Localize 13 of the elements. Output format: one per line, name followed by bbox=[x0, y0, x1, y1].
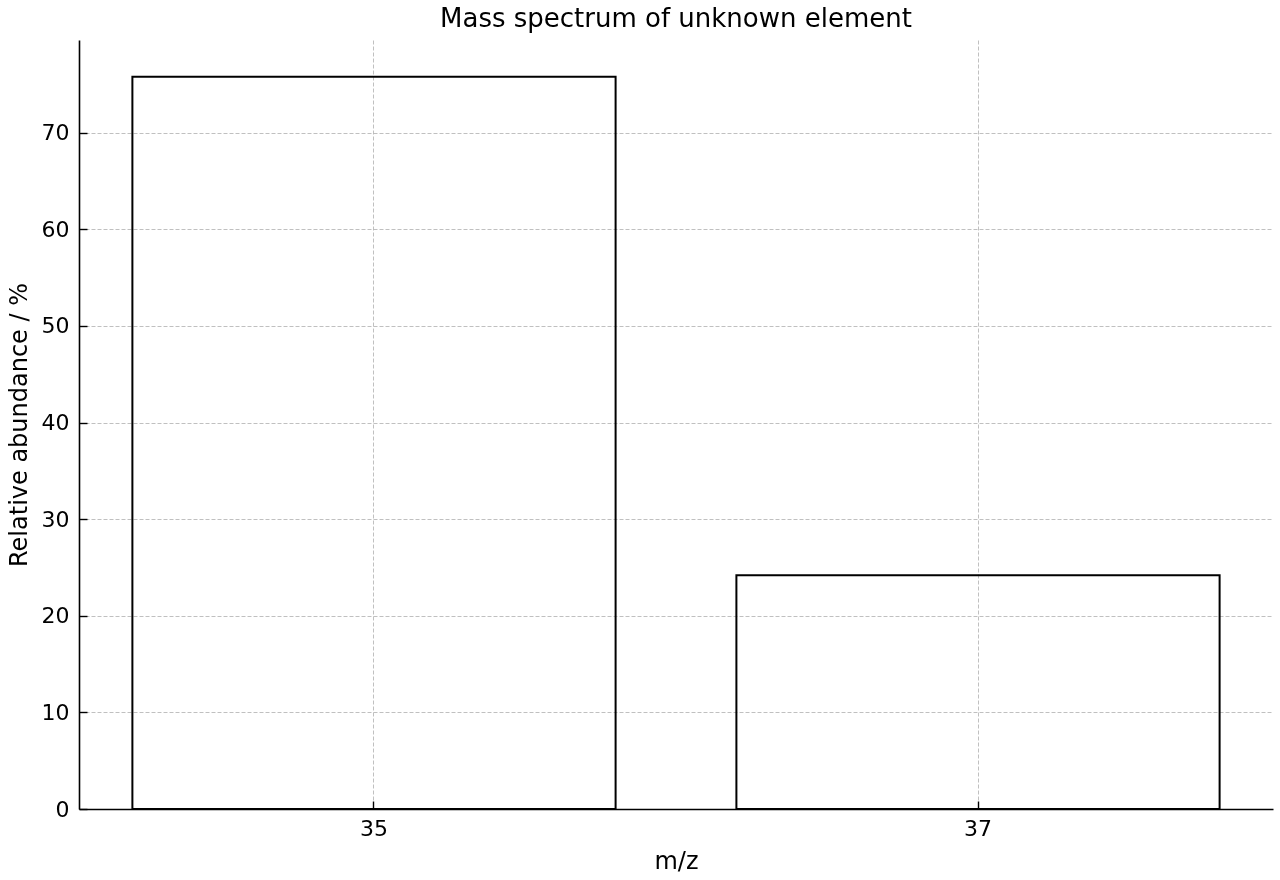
x-tick-label: 37 bbox=[964, 815, 992, 841]
y-tick-label: 50 bbox=[41, 313, 70, 339]
y-tick-label: 60 bbox=[41, 216, 70, 242]
x-axis-title: m/z bbox=[654, 846, 699, 875]
y-tick-label: 70 bbox=[41, 120, 70, 146]
y-tick-label: 40 bbox=[41, 410, 70, 436]
y-tick-label: 30 bbox=[41, 506, 70, 532]
chart-title: Mass spectrum of unknown element bbox=[440, 3, 912, 33]
x-tick-label: 35 bbox=[360, 815, 388, 841]
y-tick-label: 20 bbox=[41, 603, 70, 629]
y-tick-label: 0 bbox=[55, 796, 70, 822]
y-tick-label: 10 bbox=[41, 699, 70, 725]
y-axis-title: Relative abundance / % bbox=[4, 282, 33, 568]
